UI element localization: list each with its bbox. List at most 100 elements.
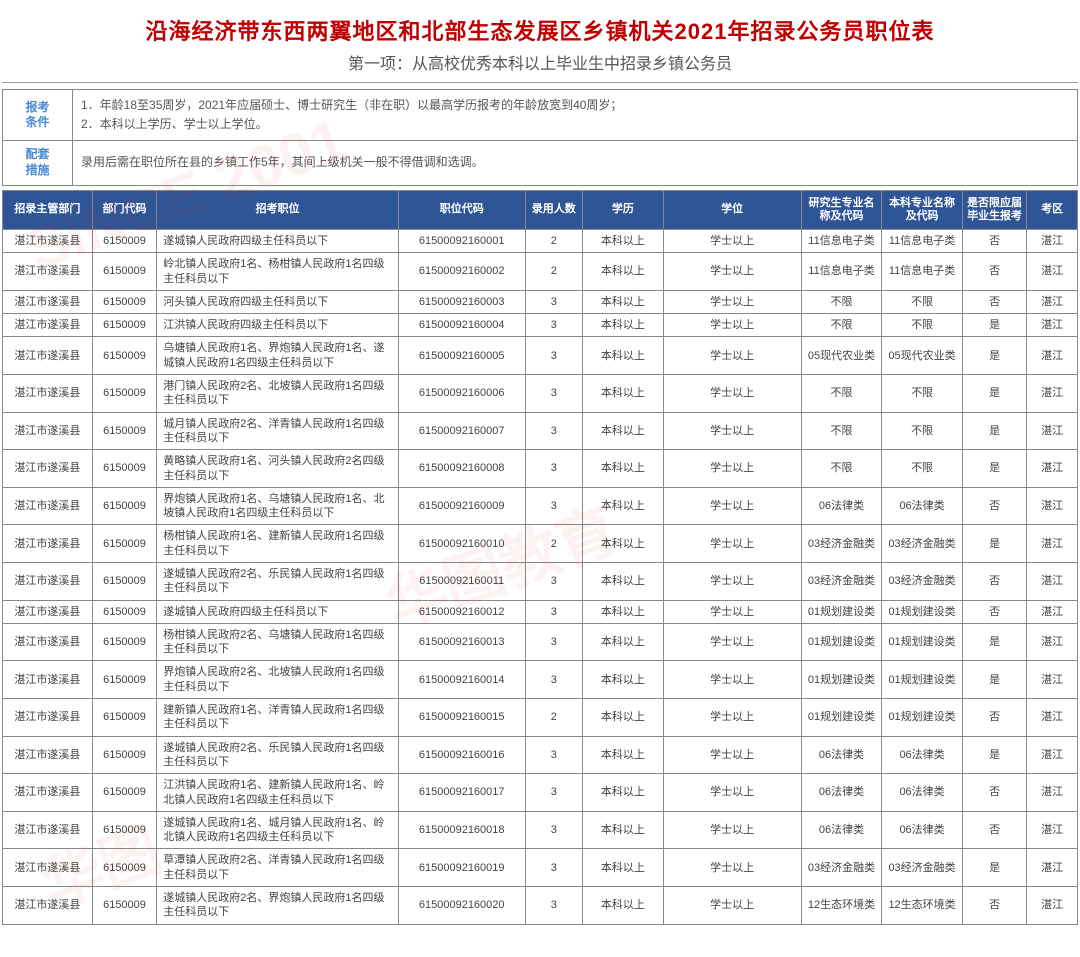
table-cell: 湛江	[1027, 736, 1078, 774]
table-cell: 否	[962, 699, 1026, 737]
table-cell: 本科以上	[583, 811, 664, 849]
table-cell: 03经济金融类	[801, 525, 882, 563]
table-row: 湛江市遂溪县6150009河头镇人民政府四级主任科员以下615000921600…	[3, 290, 1078, 313]
table-cell: 3	[525, 849, 583, 887]
table-row: 湛江市遂溪县6150009遂城镇人民政府2名、乐民镇人民政府1名四级主任科员以下…	[3, 562, 1078, 600]
condition-text: 1．年龄18至35周岁，2021年应届硕士、博士研究生（非在职）以最高学历报考的…	[73, 90, 1078, 141]
table-cell: 本科以上	[583, 623, 664, 661]
table-cell: 界炮镇人民政府1名、乌塘镇人民政府1名、北坡镇人民政府1名四级主任科员以下	[157, 487, 399, 525]
table-cell: 6150009	[92, 661, 156, 699]
table-cell: 61500092160005	[398, 337, 525, 375]
table-cell: 01规划建设类	[801, 699, 882, 737]
table-cell: 湛江市遂溪县	[3, 849, 93, 887]
table-cell: 3	[525, 450, 583, 488]
table-cell: 湛江市遂溪县	[3, 887, 93, 925]
table-row: 湛江市遂溪县6150009岭北镇人民政府1名、杨柑镇人民政府1名四级主任科员以下…	[3, 253, 1078, 291]
table-cell: 6150009	[92, 811, 156, 849]
table-cell: 学士以上	[663, 290, 801, 313]
table-cell: 不限	[882, 412, 963, 450]
table-cell: 学士以上	[663, 562, 801, 600]
table-cell: 遂城镇人民政府2名、界炮镇人民政府1名四级主任科员以下	[157, 887, 399, 925]
table-cell: 学士以上	[663, 774, 801, 812]
table-cell: 学士以上	[663, 229, 801, 252]
th-grad: 研究生专业名称及代码	[801, 190, 882, 229]
table-cell: 6150009	[92, 699, 156, 737]
table-row: 湛江市遂溪县6150009江洪镇人民政府四级主任科员以下615000921600…	[3, 314, 1078, 337]
table-cell: 01规划建设类	[801, 661, 882, 699]
table-cell: 杨柑镇人民政府2名、乌塘镇人民政府1名四级主任科员以下	[157, 623, 399, 661]
table-cell: 湛江市遂溪县	[3, 600, 93, 623]
table-cell: 61500092160011	[398, 562, 525, 600]
table-cell: 学士以上	[663, 887, 801, 925]
table-cell: 是	[962, 375, 1026, 413]
table-cell: 11信息电子类	[801, 229, 882, 252]
table-cell: 湛江	[1027, 487, 1078, 525]
table-cell: 遂城镇人民政府2名、乐民镇人民政府1名四级主任科员以下	[157, 736, 399, 774]
table-cell: 学士以上	[663, 253, 801, 291]
table-cell: 湛江	[1027, 661, 1078, 699]
table-cell: 6150009	[92, 314, 156, 337]
table-cell: 6150009	[92, 849, 156, 887]
table-cell: 本科以上	[583, 314, 664, 337]
table-cell: 湛江市遂溪县	[3, 290, 93, 313]
condition-label: 报考 条件	[3, 90, 73, 141]
table-cell: 2	[525, 525, 583, 563]
table-cell: 61500092160006	[398, 375, 525, 413]
table-cell: 否	[962, 290, 1026, 313]
table-cell: 是	[962, 450, 1026, 488]
table-cell: 11信息电子类	[882, 253, 963, 291]
table-row: 湛江市遂溪县6150009乌塘镇人民政府1名、界炮镇人民政府1名、遂城镇人民政府…	[3, 337, 1078, 375]
table-cell: 湛江	[1027, 337, 1078, 375]
table-cell: 05现代农业类	[882, 337, 963, 375]
table-row: 湛江市遂溪县6150009遂城镇人民政府1名、城月镇人民政府1名、岭北镇人民政府…	[3, 811, 1078, 849]
table-cell: 遂城镇人民政府2名、乐民镇人民政府1名四级主任科员以下	[157, 562, 399, 600]
table-cell: 6150009	[92, 736, 156, 774]
table-cell: 不限	[801, 412, 882, 450]
table-cell: 61500092160010	[398, 525, 525, 563]
table-cell: 3	[525, 887, 583, 925]
table-cell: 湛江	[1027, 525, 1078, 563]
table-row: 湛江市遂溪县6150009界炮镇人民政府1名、乌塘镇人民政府1名、北坡镇人民政府…	[3, 487, 1078, 525]
table-cell: 本科以上	[583, 887, 664, 925]
table-cell: 江洪镇人民政府四级主任科员以下	[157, 314, 399, 337]
table-cell: 湛江市遂溪县	[3, 314, 93, 337]
table-cell: 6150009	[92, 887, 156, 925]
table-cell: 乌塘镇人民政府1名、界炮镇人民政府1名、遂城镇人民政府1名四级主任科员以下	[157, 337, 399, 375]
table-cell: 是	[962, 623, 1026, 661]
table-cell: 本科以上	[583, 699, 664, 737]
table-cell: 遂城镇人民政府四级主任科员以下	[157, 600, 399, 623]
table-cell: 港门镇人民政府2名、北坡镇人民政府1名四级主任科员以下	[157, 375, 399, 413]
table-cell: 6150009	[92, 290, 156, 313]
table-cell: 遂城镇人民政府四级主任科员以下	[157, 229, 399, 252]
table-cell: 3	[525, 314, 583, 337]
table-cell: 11信息电子类	[882, 229, 963, 252]
table-cell: 学士以上	[663, 623, 801, 661]
table-cell: 3	[525, 736, 583, 774]
table-cell: 湛江市遂溪县	[3, 736, 93, 774]
table-cell: 本科以上	[583, 600, 664, 623]
table-cell: 61500092160019	[398, 849, 525, 887]
table-cell: 本科以上	[583, 450, 664, 488]
table-row: 湛江市遂溪县6150009遂城镇人民政府四级主任科员以下615000921600…	[3, 229, 1078, 252]
th-edu: 学历	[583, 190, 664, 229]
table-cell: 06法律类	[882, 774, 963, 812]
table-cell: 06法律类	[882, 487, 963, 525]
table-cell: 江洪镇人民政府1名、建新镇人民政府1名、岭北镇人民政府1名四级主任科员以下	[157, 774, 399, 812]
table-cell: 岭北镇人民政府1名、杨柑镇人民政府1名四级主任科员以下	[157, 253, 399, 291]
table-cell: 湛江	[1027, 811, 1078, 849]
table-cell: 01规划建设类	[882, 623, 963, 661]
table-cell: 黄略镇人民政府1名、河头镇人民政府2名四级主任科员以下	[157, 450, 399, 488]
table-cell: 是	[962, 525, 1026, 563]
table-cell: 湛江市遂溪县	[3, 253, 93, 291]
table-cell: 61500092160008	[398, 450, 525, 488]
table-row: 湛江市遂溪县6150009江洪镇人民政府1名、建新镇人民政府1名、岭北镇人民政府…	[3, 774, 1078, 812]
table-cell: 3	[525, 623, 583, 661]
table-cell: 湛江	[1027, 229, 1078, 252]
table-cell: 湛江	[1027, 314, 1078, 337]
table-cell: 6150009	[92, 229, 156, 252]
table-cell: 本科以上	[583, 661, 664, 699]
table-row: 湛江市遂溪县6150009建新镇人民政府1名、洋青镇人民政府1名四级主任科员以下…	[3, 699, 1078, 737]
th-area: 考区	[1027, 190, 1078, 229]
table-cell: 6150009	[92, 375, 156, 413]
table-cell: 3	[525, 600, 583, 623]
